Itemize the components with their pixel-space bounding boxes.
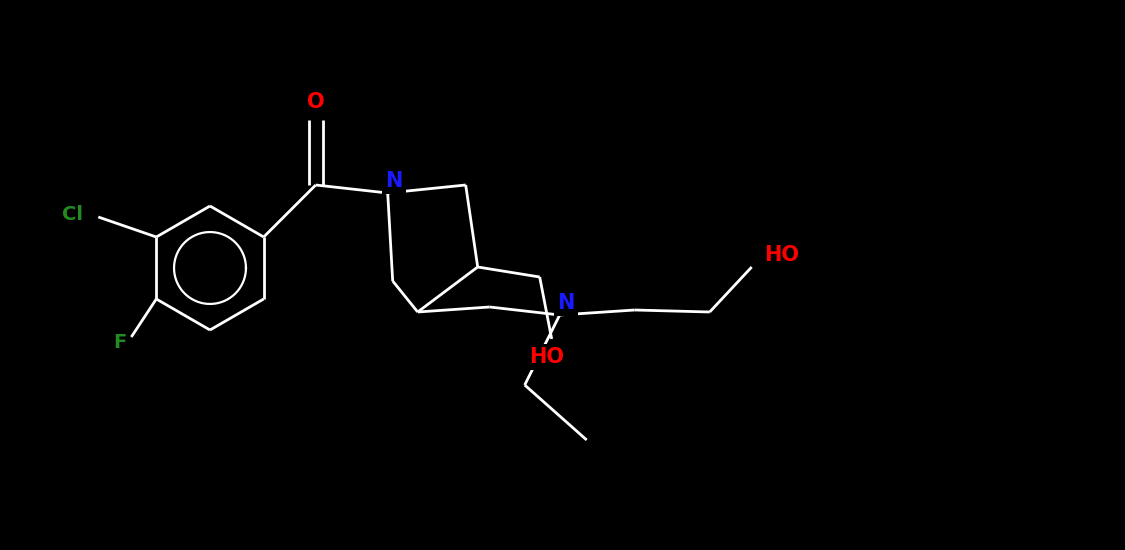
Text: HO: HO <box>764 245 799 265</box>
Text: O: O <box>307 92 324 112</box>
Text: Cl: Cl <box>62 206 83 224</box>
Text: HO: HO <box>529 347 565 367</box>
Text: F: F <box>112 333 126 353</box>
Text: N: N <box>557 293 575 313</box>
Text: N: N <box>385 171 403 191</box>
